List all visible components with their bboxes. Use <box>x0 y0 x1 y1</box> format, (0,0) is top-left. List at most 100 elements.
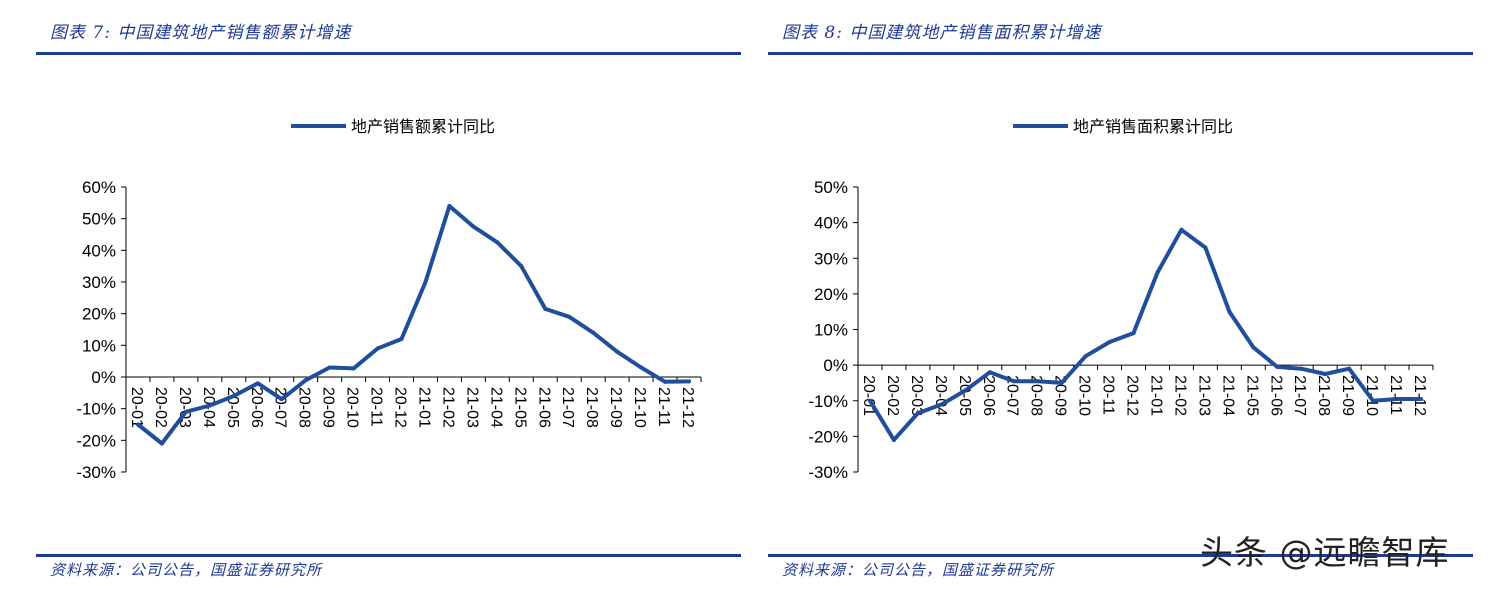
data-point <box>231 394 236 398</box>
data-point <box>1083 354 1088 359</box>
x-tick-label: 21-12 <box>1411 375 1428 416</box>
y-tick-label: -30% <box>808 463 848 482</box>
y-tick-label: 0% <box>91 368 116 387</box>
figure-title: 图表 8: 中国建筑地产销售面积累计增速 <box>782 23 1102 43</box>
data-point <box>207 403 212 408</box>
data-point <box>159 441 164 446</box>
x-tick-label: 21-08 <box>583 387 600 428</box>
data-point <box>135 422 140 427</box>
data-point <box>423 280 428 284</box>
x-tick-label: 21-07 <box>559 387 576 428</box>
series-line <box>868 227 1423 442</box>
y-tick-label: 30% <box>82 273 116 292</box>
figure-source: 资料来源：公司公告，国盛证券研究所 <box>50 561 323 579</box>
data-point <box>891 437 896 442</box>
data-point <box>279 397 284 402</box>
data-point <box>1275 364 1280 369</box>
watermark: 头条 @远瞻智库 <box>1200 533 1450 572</box>
chart-panel-left: 图表 7: 中国建筑地产销售额累计增速 地产销售额累计同比 60% 50% 40% 30… <box>36 0 741 589</box>
data-point <box>1035 379 1040 384</box>
x-tick-label: 21-09 <box>607 387 624 428</box>
x-tick-label: 20-10 <box>1076 375 1093 416</box>
x-tick-label: 21-09 <box>1339 375 1356 416</box>
x-tick-label: 20-04 <box>932 375 949 416</box>
bottom-rule <box>768 554 1473 557</box>
x-tick-label: 21-03 <box>463 387 480 428</box>
data-point <box>1155 270 1160 275</box>
data-point <box>1251 345 1256 350</box>
x-tick-label: 20-02 <box>884 375 901 416</box>
x-tick-label: 20-01 <box>128 387 145 428</box>
data-point <box>687 379 692 384</box>
data-point <box>1371 398 1376 403</box>
line-chart: 地产销售面积累计同比 50% 40% 30% 20% 10% 0% -10% -20% -30% 2… <box>808 118 1434 482</box>
x-tick-label: 20-10 <box>344 387 361 428</box>
x-tick-label: 20-12 <box>1124 375 1141 416</box>
x-tick-label: 20-11 <box>368 387 385 427</box>
x-tick-label: 21-03 <box>1195 375 1212 416</box>
y-tick-label: -10% <box>808 392 848 411</box>
top-rule <box>36 52 741 55</box>
x-tick-label: 20-09 <box>1052 375 1069 416</box>
data-point <box>591 330 596 335</box>
data-point <box>1059 380 1064 385</box>
x-tick-label: 20-03 <box>908 375 925 416</box>
data-point <box>471 224 476 229</box>
x-tick-label: 21-01 <box>1147 375 1164 416</box>
data-point <box>1179 227 1184 232</box>
data-point <box>915 411 920 416</box>
data-point <box>963 388 968 393</box>
y-tick-label: -20% <box>76 431 116 450</box>
data-point <box>1107 339 1112 344</box>
legend-label: 地产销售额累计同比 <box>351 118 495 136</box>
data-point <box>399 337 404 341</box>
x-tick-label: 21-01 <box>415 387 432 428</box>
chart-panel-right: 图表 8: 中国建筑地产销售面积累计增速 地产销售面积累计同比 50% 40% 30%… <box>768 0 1473 589</box>
data-point <box>1011 379 1016 384</box>
x-tick-label: 21-11 <box>1387 375 1404 415</box>
top-rule <box>768 52 1473 55</box>
x-tick-label: 20-06 <box>980 375 997 416</box>
data-point <box>543 306 548 311</box>
y-tick-label: 40% <box>814 214 848 233</box>
y-tick-label: 20% <box>814 285 848 304</box>
data-point <box>519 264 524 269</box>
figure-source: 资料来源：公司公告，国盛证券研究所 <box>782 561 1055 579</box>
data-point <box>447 204 452 208</box>
x-tick-label: 21-02 <box>439 387 456 428</box>
data-point <box>639 365 644 370</box>
y-tick-label: 50% <box>82 210 116 229</box>
x-tick-label: 21-06 <box>1267 375 1284 416</box>
data-point <box>1323 372 1328 377</box>
data-point <box>327 365 332 370</box>
y-tick-label: 30% <box>814 249 848 268</box>
y-tick-label: 20% <box>82 305 116 324</box>
data-point <box>1347 366 1352 371</box>
y-tick-label: 40% <box>82 241 116 260</box>
x-tick-label: 21-05 <box>511 387 528 428</box>
data-point <box>351 366 356 371</box>
x-tick-label: 20-11 <box>1100 375 1117 415</box>
data-point <box>567 314 572 319</box>
x-tick-label: 20-07 <box>1004 375 1021 416</box>
x-tick-label: 20-02 <box>152 387 169 428</box>
x-tick-label: 20-12 <box>392 387 409 428</box>
y-tick-label: 10% <box>82 336 116 355</box>
data-point <box>1227 309 1232 314</box>
y-tick-label: 10% <box>814 321 848 340</box>
data-point <box>1419 396 1424 401</box>
y-tick-label: -20% <box>808 427 848 446</box>
x-tick-label: 20-09 <box>320 387 337 428</box>
y-tick-label: 0% <box>823 356 848 375</box>
data-point <box>867 398 872 403</box>
y-tick-label: -30% <box>76 463 116 482</box>
x-tick-label: 21-12 <box>679 387 696 428</box>
y-tick-label: 50% <box>814 178 848 197</box>
x-tick-label: 21-07 <box>1291 375 1308 416</box>
data-point <box>495 240 500 245</box>
x-tick-label: 21-05 <box>1243 375 1260 416</box>
line-chart: 地产销售额累计同比 60% 50% 40% 30% 20% 10% 0% -10% -20% -30… <box>76 118 702 482</box>
figure-title: 图表 7: 中国建筑地产销售额累计增速 <box>50 23 352 43</box>
data-point <box>255 381 260 386</box>
x-tick-label: 21-04 <box>1219 375 1236 416</box>
